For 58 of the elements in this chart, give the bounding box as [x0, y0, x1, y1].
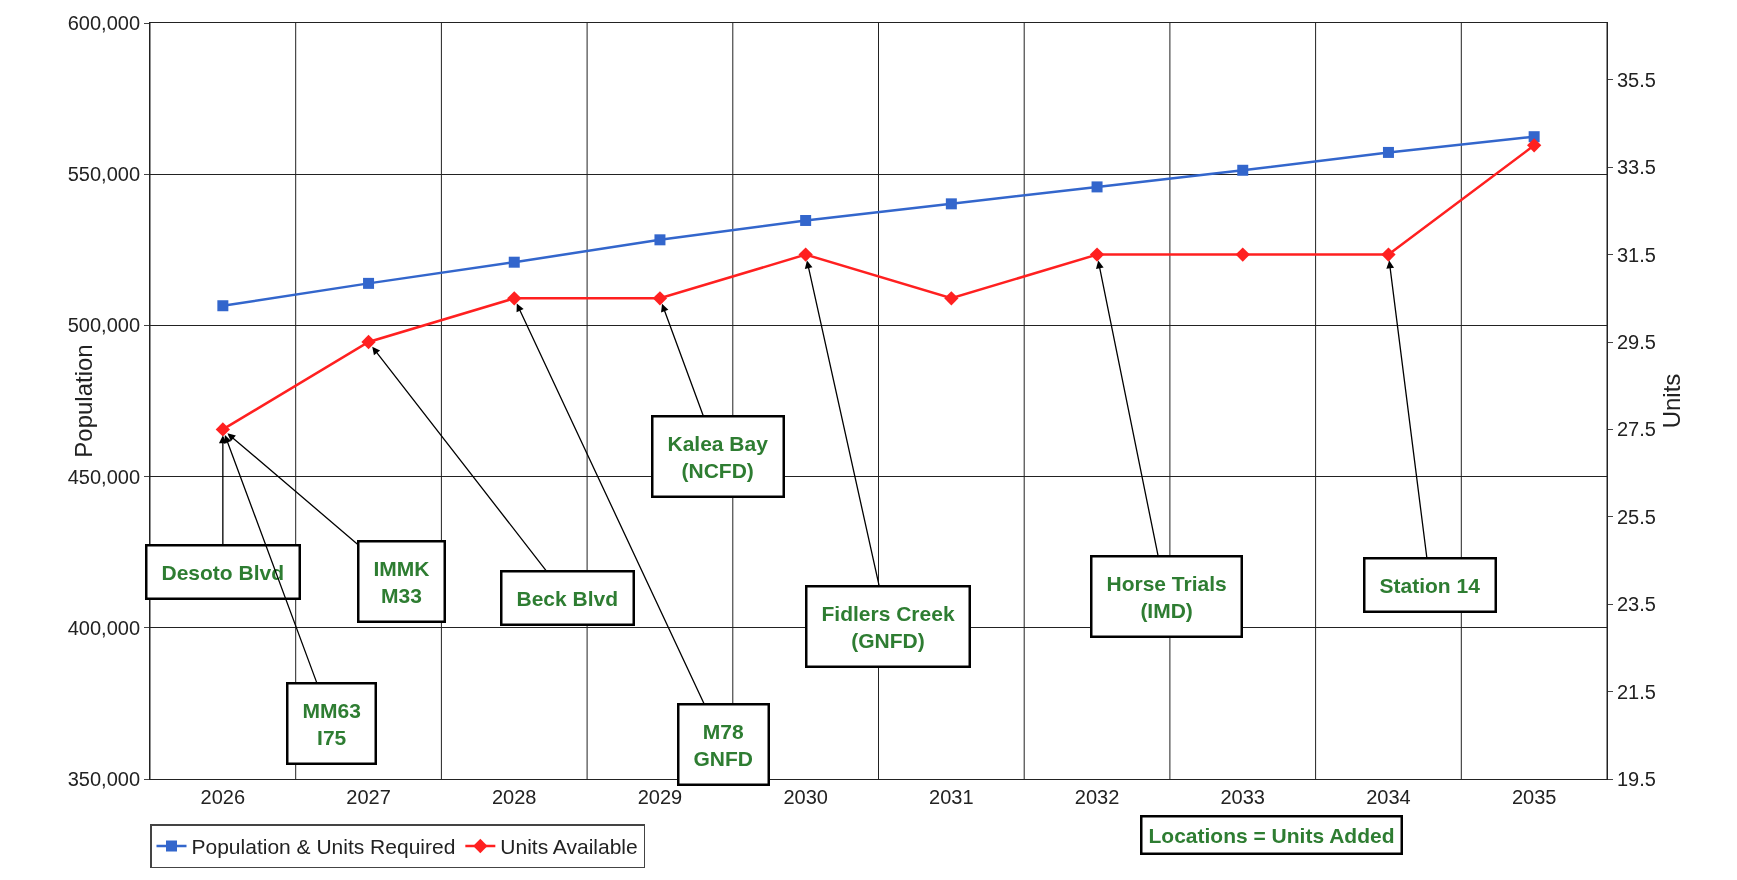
y-axis-title: Population [70, 344, 97, 458]
point [363, 277, 375, 289]
x-tick-label: 2032 [1074, 786, 1120, 808]
point [1235, 247, 1250, 262]
y2-tick-label: 21.5 [1617, 680, 1656, 703]
annotation: Horse Trials (IMD) [1106, 571, 1227, 622]
x-tick-label: 2029 [637, 786, 683, 808]
annotation: Beck Blvd [516, 586, 619, 610]
point [1237, 164, 1249, 176]
point [215, 422, 230, 437]
point [1089, 247, 1105, 262]
y2-tick-label: 27.5 [1617, 418, 1656, 441]
annotation: IMMK M33 [373, 556, 430, 607]
y-tick-label: 500,000 [67, 314, 140, 337]
point [1381, 247, 1396, 262]
point [1527, 138, 1542, 153]
y2-tick-label: 35.5 [1617, 68, 1656, 91]
y2-axis-title: Units [1657, 373, 1685, 429]
point [798, 247, 813, 262]
legend-label: Population & Units Required [191, 835, 456, 859]
point [1091, 181, 1103, 193]
point [652, 291, 668, 306]
point [1382, 146, 1394, 158]
y2-tick-label: 19.5 [1617, 768, 1656, 790]
x-tick-label: 2027 [346, 786, 391, 808]
point [654, 234, 666, 246]
x-tick-label: 2026 [200, 786, 246, 808]
x-tick-label: 2033 [1220, 786, 1265, 808]
point [945, 198, 957, 210]
x-tick-label: 2035 [1511, 786, 1557, 808]
point [800, 214, 812, 226]
x-tick-label: 2034 [1366, 786, 1411, 808]
point [217, 300, 229, 312]
point [1528, 131, 1540, 143]
annotation: Station 14 [1379, 573, 1481, 597]
y2-tick-label: 29.5 [1617, 331, 1656, 354]
legend-label: Units Available [500, 835, 638, 859]
y2-tick-label: 31.5 [1617, 243, 1656, 266]
x-tick-label: 2028 [492, 786, 537, 808]
point [944, 291, 959, 306]
x-tick-label: 2031 [929, 786, 974, 808]
y-tick-label: 400,000 [67, 616, 140, 639]
annotation: M78 GNFD [693, 719, 753, 770]
y2-tick-label: 23.5 [1617, 593, 1656, 616]
point [508, 256, 520, 268]
x-tick-label: 2030 [783, 786, 828, 808]
y2-tick-label: 33.5 [1617, 156, 1656, 179]
y-tick-label: 450,000 [67, 465, 140, 488]
y-tick-label: 600,000 [67, 12, 140, 34]
annotation: MM63 I75 [302, 698, 361, 749]
point [507, 291, 522, 306]
annotation: Kalea Bay (NCFD) [667, 431, 769, 482]
y-tick-label: 350,000 [67, 768, 140, 790]
annotation: Fidlers Creek (GNFD) [821, 601, 955, 652]
point [361, 334, 376, 350]
y-tick-label: 550,000 [67, 163, 140, 186]
text: Locations = Units Added [1148, 823, 1395, 847]
y2-tick-label: 25.5 [1617, 505, 1656, 528]
